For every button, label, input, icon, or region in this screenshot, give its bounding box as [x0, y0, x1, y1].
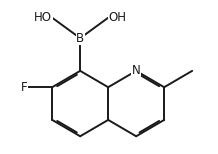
Text: HO: HO: [34, 11, 52, 24]
Text: B: B: [76, 32, 84, 45]
Text: OH: OH: [108, 11, 126, 24]
Text: N: N: [132, 64, 141, 77]
Text: F: F: [21, 81, 27, 94]
